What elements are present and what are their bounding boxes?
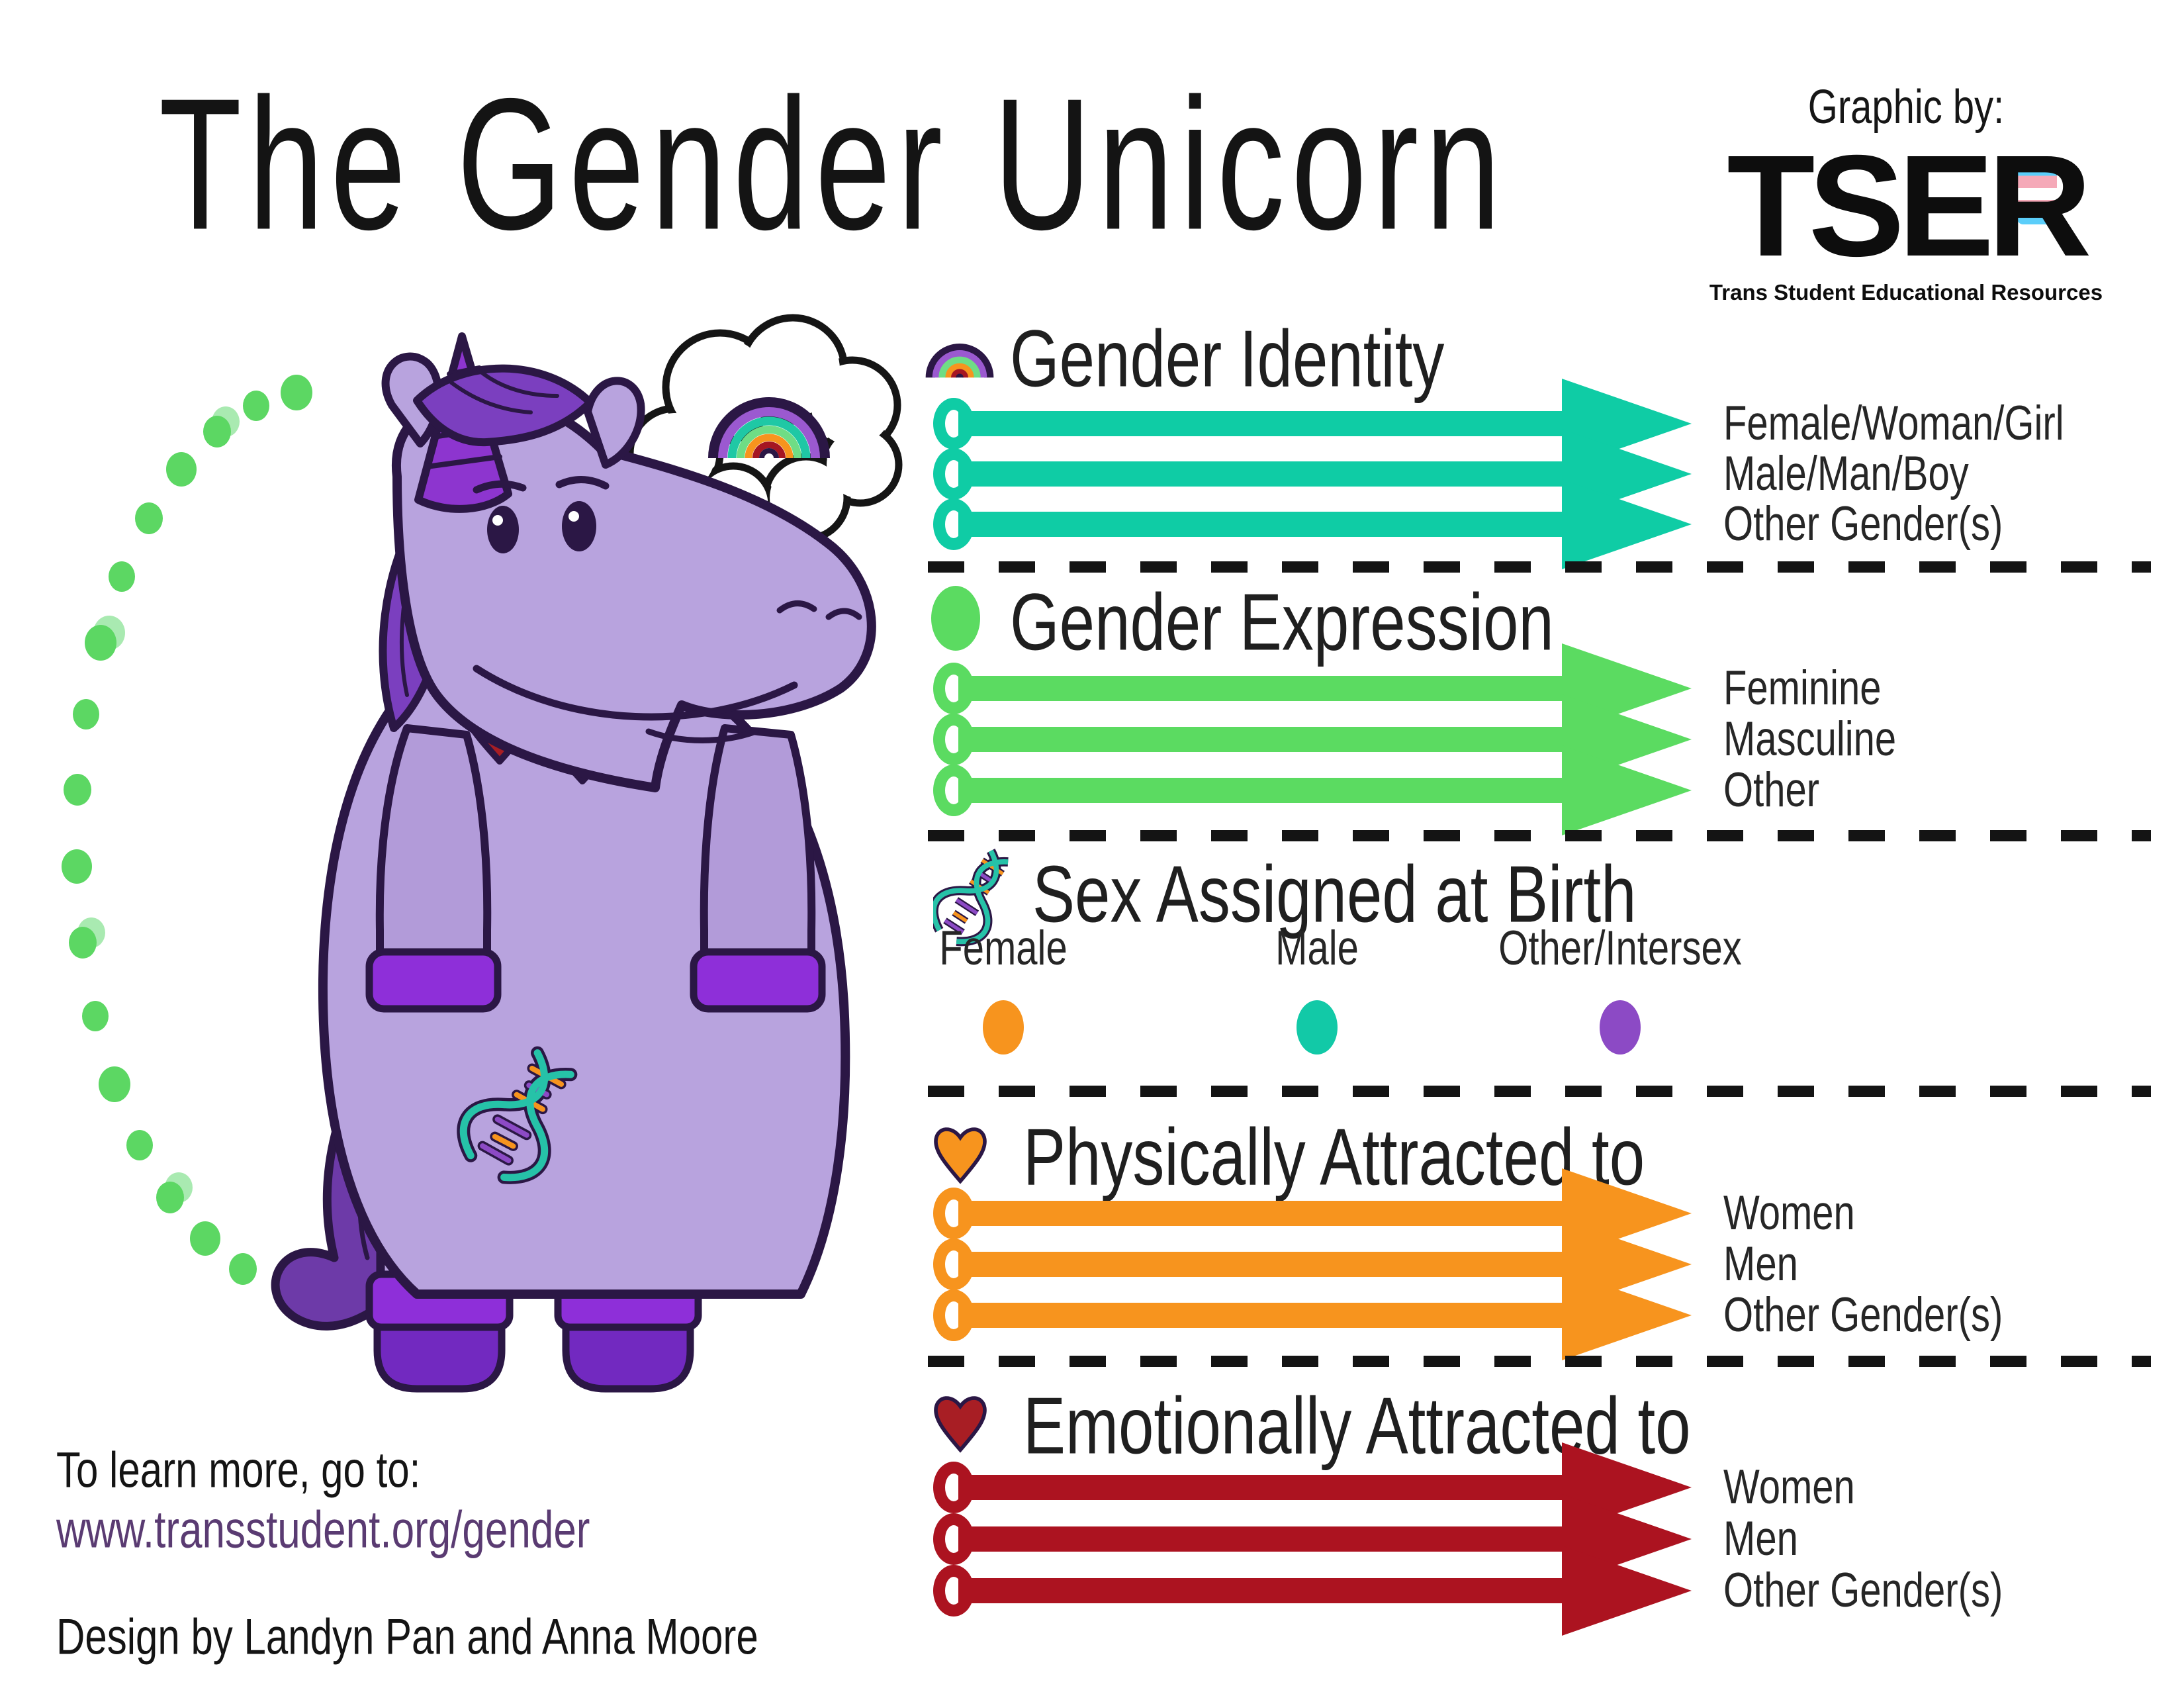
sex-assigned-at-birth-category-label-0: Female	[939, 921, 1068, 976]
dashed-separator-4	[928, 1356, 2151, 1367]
physically-attracted-to-arrow-head-2	[1562, 1270, 1692, 1360]
gender-expression-label-0: Feminine	[1723, 661, 1882, 716]
gender-identity-arrow-ring-0	[933, 398, 974, 449]
gender-identity-arrow-ring-1	[933, 448, 974, 500]
physically-attracted-to-arrow-0	[958, 1201, 1565, 1226]
gender-identity-label-1: Male/Man/Boy	[1723, 446, 1969, 501]
credit-graphic-by: Graphic by:	[1807, 79, 2005, 134]
emotionally-attracted-to-arrow-1	[958, 1526, 1565, 1552]
gender-expression-arrow-1	[958, 727, 1565, 752]
heart-red-icon	[934, 1396, 987, 1453]
physically-attracted-to-label-0: Women	[1723, 1186, 1855, 1241]
physically-attracted-to-label-2: Other Gender(s)	[1723, 1288, 2003, 1342]
emotionally-attracted-to-arrow-head-2	[1562, 1546, 1692, 1636]
dna-belly-icon	[457, 1046, 578, 1184]
unicorn-illustration	[271, 314, 903, 1393]
credit-block: Graphic by: TSER Trans Student Education…	[1681, 79, 2131, 305]
gender-identity-arrow-head-2	[1562, 479, 1692, 569]
section-title-gender-identity: Gender Identity	[1010, 314, 1445, 404]
gender-expression-arrow-head-2	[1562, 745, 1692, 835]
green-dot-icon	[931, 586, 980, 651]
gender-expression-arrow-0	[958, 676, 1565, 701]
page-title: The Gender Unicorn	[159, 57, 1507, 269]
section-title-physically-attracted-to: Physically Attracted to	[1023, 1112, 1645, 1203]
trans-flag-icon	[2017, 164, 2057, 224]
gender-identity-arrow-2	[958, 512, 1565, 537]
gender-identity-label-2: Other Gender(s)	[1723, 496, 2003, 551]
sex-assigned-at-birth-category-label-2: Other/Intersex	[1498, 921, 1742, 976]
sex-assigned-at-birth-dot-2	[1600, 1000, 1641, 1055]
gender-identity-label-0: Female/Woman/Girl	[1723, 396, 2064, 451]
emotionally-attracted-to-label-1: Men	[1723, 1511, 1798, 1566]
sex-assigned-at-birth-dot-1	[1297, 1000, 1338, 1055]
gender-identity-arrow-1	[958, 461, 1565, 487]
unicorn-face	[473, 475, 862, 743]
green-dotted-arc	[62, 375, 312, 1285]
gender-expression-label-2: Other	[1723, 763, 1820, 818]
physically-attracted-to-label-1: Men	[1723, 1237, 1798, 1291]
tser-logo: TSER	[1681, 134, 2131, 279]
design-credit: Design by Landyn Pan and Anna Moore	[56, 1608, 758, 1665]
gender-identity-arrow-0	[958, 411, 1565, 436]
emotionally-attracted-to-arrow-0	[958, 1475, 1565, 1500]
gender-expression-arrow-2	[958, 778, 1565, 803]
emotionally-attracted-to-label-0: Women	[1723, 1460, 1855, 1515]
page-title-text: The Gender Unicorn	[159, 60, 1508, 269]
emotionally-attracted-to-label-2: Other Gender(s)	[1723, 1563, 2003, 1618]
dna-icon	[933, 849, 1009, 947]
dashed-separator-3	[928, 1086, 2151, 1097]
dashed-separator-1	[928, 561, 2151, 573]
emotionally-attracted-to-arrow-2	[958, 1578, 1565, 1603]
learn-more-text: To learn more, go to:	[56, 1441, 421, 1499]
credit-org-full: Trans Student Educational Resources	[1709, 280, 2103, 305]
physically-attracted-to-arrow-1	[958, 1252, 1565, 1277]
gender-expression-label-1: Masculine	[1723, 712, 1897, 767]
gender-expression-arrow-ring-2	[933, 765, 974, 816]
sex-assigned-at-birth-dot-0	[983, 1000, 1024, 1055]
sex-assigned-at-birth-category-label-1: Male	[1275, 921, 1359, 976]
tser-wordmark: TSER	[1727, 126, 2091, 287]
thought-rainbow-icon	[708, 397, 830, 459]
website-url: www.transstudent.org/gender	[56, 1501, 590, 1560]
section-title-gender-expression: Gender Expression	[1010, 577, 1554, 668]
physically-attracted-to-arrow-2	[958, 1303, 1565, 1328]
heart-orange-icon	[934, 1127, 987, 1184]
rainbow-icon	[925, 343, 994, 378]
dashed-separator-2	[928, 830, 2151, 841]
section-title-sex-assigned-at-birth: Sex Assigned at Birth	[1032, 849, 1637, 940]
